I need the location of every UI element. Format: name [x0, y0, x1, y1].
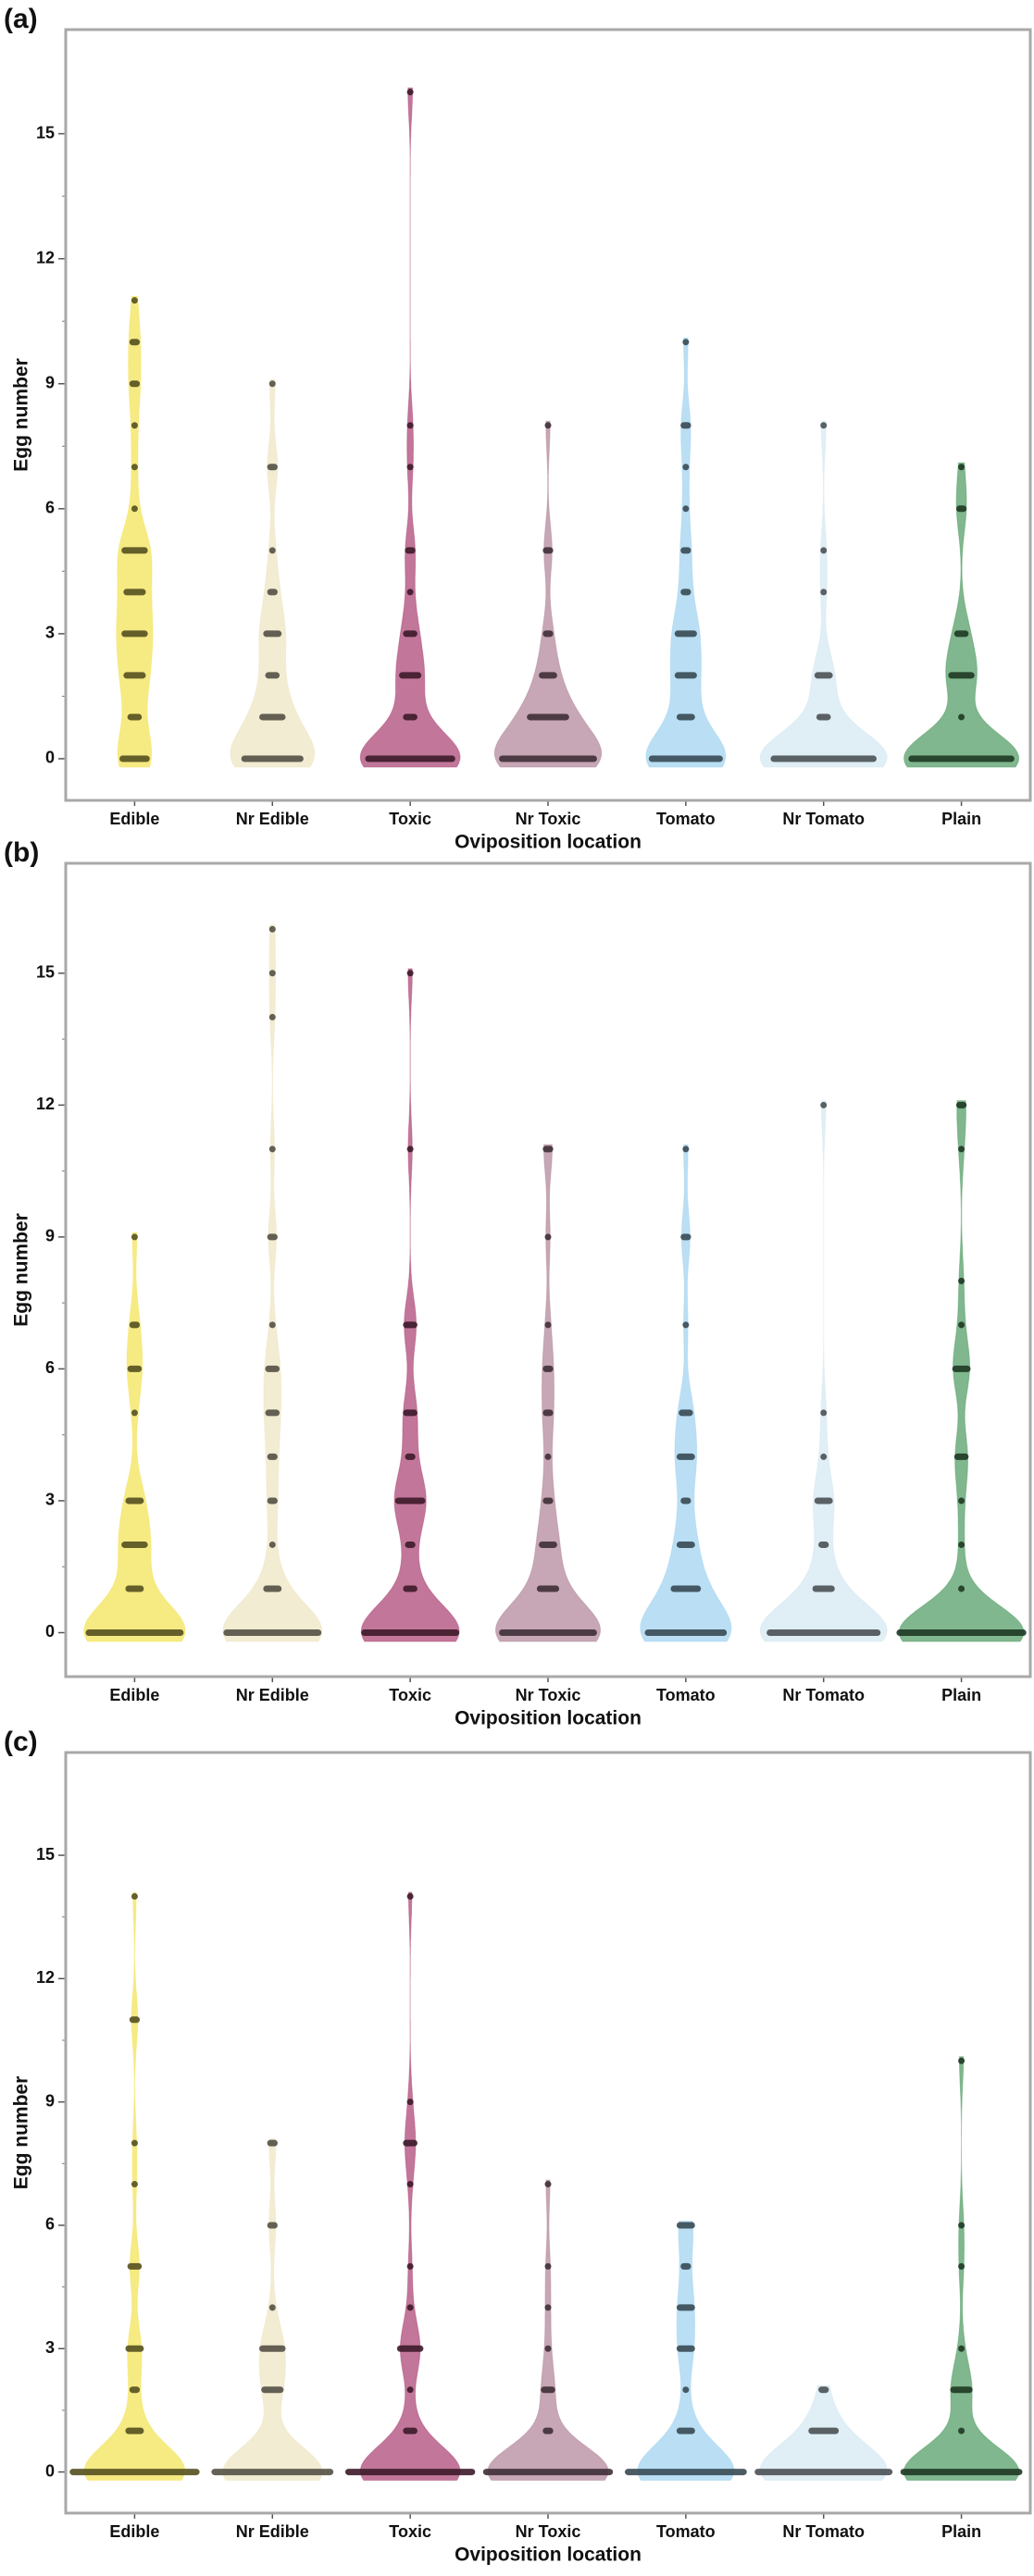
x-tick-label: Edible [109, 1686, 159, 1704]
violin [903, 462, 1020, 768]
x-tick-label: Nr Edible [236, 2522, 309, 2541]
x-tick-label: Nr Toxic [516, 1686, 581, 1704]
violin [222, 924, 323, 1642]
x-tick-label: Edible [109, 810, 159, 828]
violin [83, 1232, 186, 1642]
x-tick-label: Tomato [656, 810, 716, 828]
x-tick-label: Nr Edible [236, 1686, 309, 1704]
x-axis-title: Oviposition location [455, 832, 642, 853]
panel-label: (c) [4, 1727, 38, 1757]
x-tick-label: Tomato [656, 1686, 716, 1704]
y-tick-label: 0 [45, 2461, 55, 2480]
plot-frame [64, 1751, 1032, 2515]
y-axis-title: Egg number [11, 1213, 32, 1327]
x-tick-label: Toxic [389, 2522, 431, 2541]
y-tick-label: 0 [45, 1622, 55, 1641]
x-tick-label: Nr Tomato [782, 2522, 865, 2541]
violin [360, 968, 460, 1642]
y-tick-label: 15 [36, 1845, 55, 1864]
x-tick-label: Nr Tomato [782, 810, 865, 828]
x-tick-label: Nr Toxic [516, 2522, 581, 2541]
x-tick-label: Plain [941, 810, 981, 828]
y-tick-label: 6 [45, 499, 55, 517]
y-tick-label: 15 [36, 123, 55, 142]
x-tick-label: Edible [109, 2522, 159, 2541]
x-axis-title: Oviposition location [455, 1708, 642, 1729]
violin [494, 1144, 602, 1642]
plot-frame [64, 28, 1032, 802]
panel: (b) 0 3 6 9 12 15 Edible Nr Edible Toxic Nr Toxic T… [4, 837, 1032, 1729]
panel-label: (b) [4, 837, 39, 868]
x-tick-label: Toxic [389, 810, 431, 828]
x-tick-label: Nr Edible [236, 810, 309, 828]
violin [759, 1100, 888, 1642]
x-axis-title: Oviposition location [455, 2545, 642, 2566]
y-tick-label: 6 [45, 1358, 55, 1377]
x-tick-label: Plain [941, 2522, 981, 2541]
x-tick-label: Nr Toxic [516, 810, 581, 828]
violin [230, 378, 316, 768]
violin [493, 420, 603, 768]
y-tick-label: 3 [45, 2338, 55, 2357]
x-tick-label: Plain [941, 1686, 981, 1704]
x-tick-label: Nr Tomato [782, 1686, 865, 1704]
y-tick-label: 3 [45, 624, 55, 642]
panel: (c) 0 3 6 9 12 15 Edible Nr Edible Toxic Nr Toxic T… [4, 1727, 1032, 2566]
y-tick-label: 3 [45, 1491, 55, 1509]
y-tick-label: 12 [36, 248, 55, 266]
y-tick-label: 9 [45, 373, 55, 391]
y-tick-label: 9 [45, 1227, 55, 1245]
y-tick-label: 0 [45, 749, 55, 767]
y-tick-label: 6 [45, 2215, 55, 2234]
plot-frame [64, 861, 1032, 1678]
y-tick-label: 12 [36, 1968, 55, 1987]
violin [640, 1144, 732, 1642]
panel-label: (a) [4, 4, 38, 34]
violin [116, 295, 154, 768]
panel: (a) 0 3 6 9 12 15 Edible Nr Edible Toxic Nr Toxic T… [4, 4, 1032, 853]
y-axis-title: Egg number [11, 2076, 32, 2190]
x-tick-label: Tomato [656, 2522, 716, 2541]
x-tick-label: Toxic [389, 1686, 431, 1704]
violin [487, 2179, 609, 2481]
y-tick-label: 12 [36, 1095, 55, 1113]
y-axis-title: Egg number [11, 358, 32, 472]
y-tick-label: 9 [45, 2091, 55, 2110]
y-tick-label: 15 [36, 963, 55, 982]
